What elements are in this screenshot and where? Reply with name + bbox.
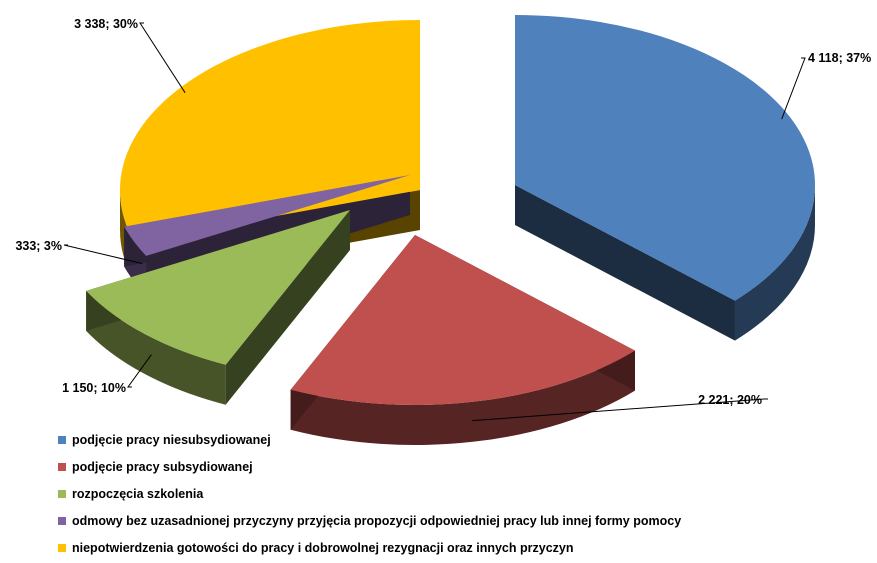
slice-rozpoczecia-szkolenia bbox=[86, 210, 351, 365]
slice-face-podjecie-pracy-niesubsydiowanej-1 bbox=[515, 185, 735, 341]
legend-item-odmowy-bez-uzasadnionej-przyczyny-przyje: odmowy bez uzasadnionej przyczyny przyję… bbox=[58, 508, 681, 535]
legend-label: rozpoczęcia szkolenia bbox=[72, 486, 204, 501]
legend-item-podjecie-pracy-subsydiowanej: podjęcie pracy subsydiowanej bbox=[58, 453, 681, 480]
slice-podjecie-pracy-subsydiowanej bbox=[290, 235, 635, 405]
legend: podjęcie pracy niesubsydiowanej podjęcie … bbox=[58, 426, 681, 562]
legend-item-rozpoczecia-szkolenia: rozpoczęcia szkolenia bbox=[58, 480, 681, 507]
legend-label: podjęcie pracy subsydiowanej bbox=[72, 459, 253, 474]
leader-line-podjecie-pracy-subsydiowanej bbox=[472, 398, 768, 422]
legend-swatch bbox=[58, 489, 66, 498]
data-labels: 4 118; 37% 2 221; 20% 1 150; 10% 333; 3% 3 3… bbox=[15, 17, 871, 407]
slice-podjecie-pracy-niesubsydiowanej bbox=[515, 15, 815, 301]
legend-item-niepotwierdzenia-gotowosci-do-pracy-i-do: niepotwierdzenia gotowości do pracy i do… bbox=[58, 535, 681, 562]
legend-swatch bbox=[58, 544, 66, 553]
legend-swatch bbox=[58, 462, 66, 471]
slice-niepotwierdzenia-gotowosci-do-pracy-i-do bbox=[119, 20, 421, 242]
legend-label: odmowy bez uzasadnionej przyczyny przyję… bbox=[72, 514, 682, 529]
data-label-niepotwierdzenia-gotowosci-do-pracy-i-do: 3 338; 30% bbox=[74, 17, 138, 31]
data-label-podjecie-pracy-subsydiowanej: 2 221; 20% bbox=[698, 393, 762, 407]
legend-label: niepotwierdzenia gotowości do pracy i do… bbox=[72, 541, 574, 556]
slice-side-rozpoczecia-szkolenia bbox=[86, 290, 226, 405]
legend-swatch bbox=[58, 435, 66, 444]
slice-odmowy-bez-uzasadnionej-przyczyny-przyje bbox=[124, 175, 410, 256]
data-label-podjecie-pracy-niesubsydiowanej: 4 118; 37% bbox=[808, 51, 871, 65]
pie-tops bbox=[86, 15, 815, 405]
data-label-odmowy-bez-uzasadnionej-przyczyny-przyje: 333; 3% bbox=[15, 239, 62, 253]
leader-line-podjecie-pracy-niesubsydiowanej bbox=[781, 57, 806, 120]
leader-line-rozpoczecia-szkolenia bbox=[127, 354, 152, 388]
leader-line-niepotwierdzenia-gotowosci-do-pracy-i-do bbox=[139, 22, 186, 93]
slice-side-podjecie-pracy-subsydiowanej bbox=[290, 350, 635, 445]
slice-side-podjecie-pracy-niesubsydiowanej bbox=[734, 185, 815, 341]
legend-label: podjęcie pracy niesubsydiowanej bbox=[72, 432, 271, 447]
legend-swatch bbox=[58, 517, 66, 526]
leader-lines bbox=[63, 22, 806, 422]
leader-line-odmowy-bez-uzasadnionej-przyczyny-przyje bbox=[63, 244, 143, 265]
data-label-rozpoczecia-szkolenia: 1 150; 10% bbox=[62, 381, 126, 395]
legend-item-podjecie-pracy-niesubsydiowanej: podjęcie pracy niesubsydiowanej bbox=[58, 426, 681, 453]
